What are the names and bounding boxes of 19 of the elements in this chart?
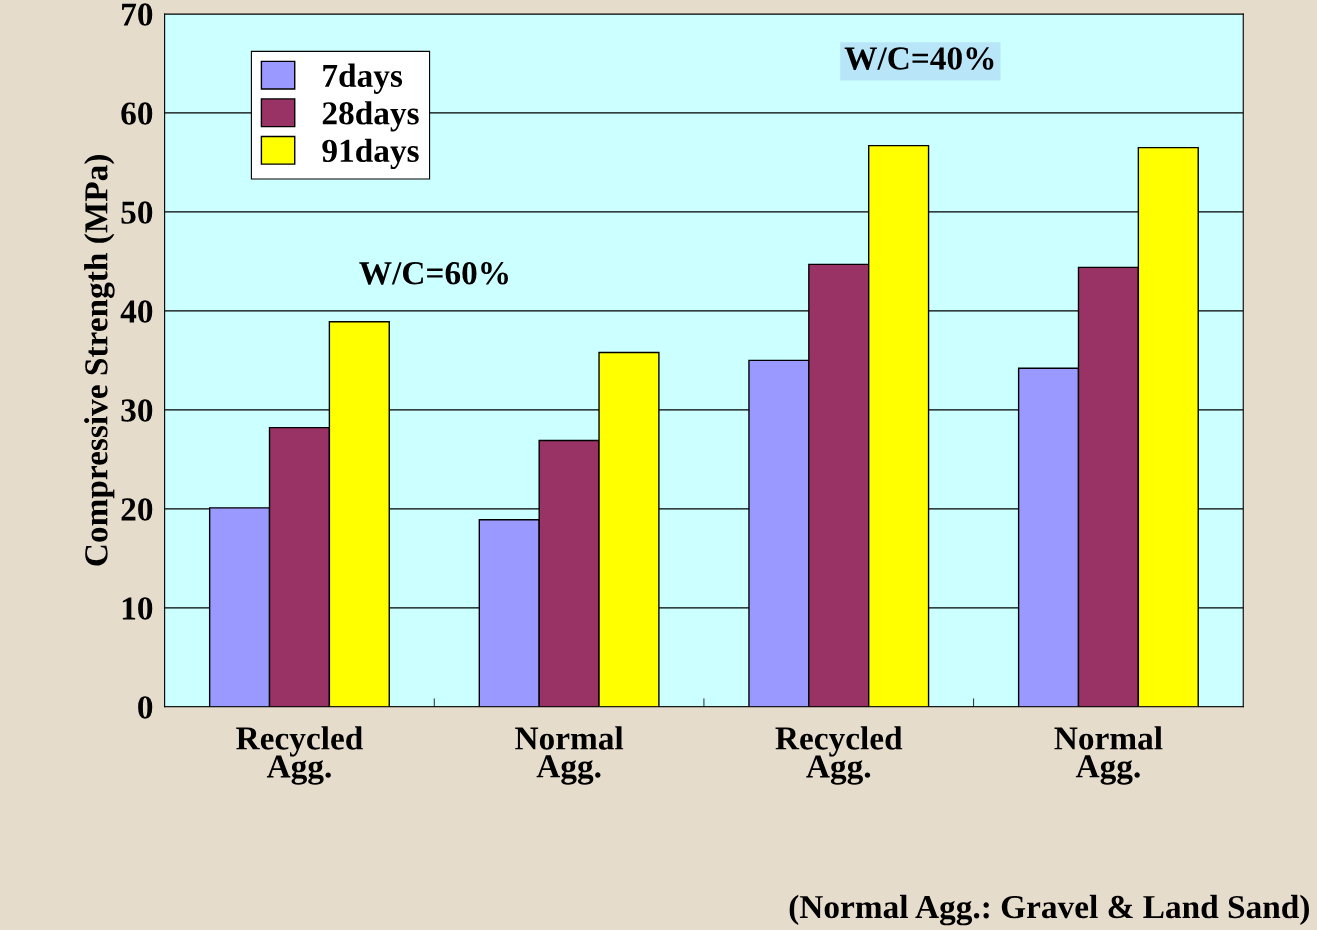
x-tick-label: Recycled Agg. [775, 726, 903, 785]
y-tick-label: 30 [121, 399, 153, 422]
x-tick-label: Normal Agg. [515, 726, 624, 785]
text: (Normal Agg.: Gravel & Land Sand) [789, 894, 1309, 926]
legend-label: 28days [322, 101, 419, 132]
y-tick-label: 60 [121, 102, 153, 125]
y-tick-label: 50 [121, 201, 153, 224]
y-tick-label: 0 [138, 696, 153, 719]
y-tick-label: 10 [122, 597, 153, 620]
legend-label: 7days [323, 63, 403, 94]
y-tick-label: 20 [121, 498, 153, 521]
y-tick-label: 40 [120, 300, 153, 323]
x-tick-label: Normal Agg. [1054, 726, 1163, 785]
annotation: W/C=40% [844, 47, 994, 70]
x-tick-label: Recycled Agg. [236, 726, 363, 785]
annotation: W/C=60% [359, 261, 508, 285]
y-tick-label: 70 [122, 3, 153, 26]
y-axis-title: Compressive Strength (MPa) [84, 155, 115, 566]
legend-label: 91days [322, 138, 419, 169]
